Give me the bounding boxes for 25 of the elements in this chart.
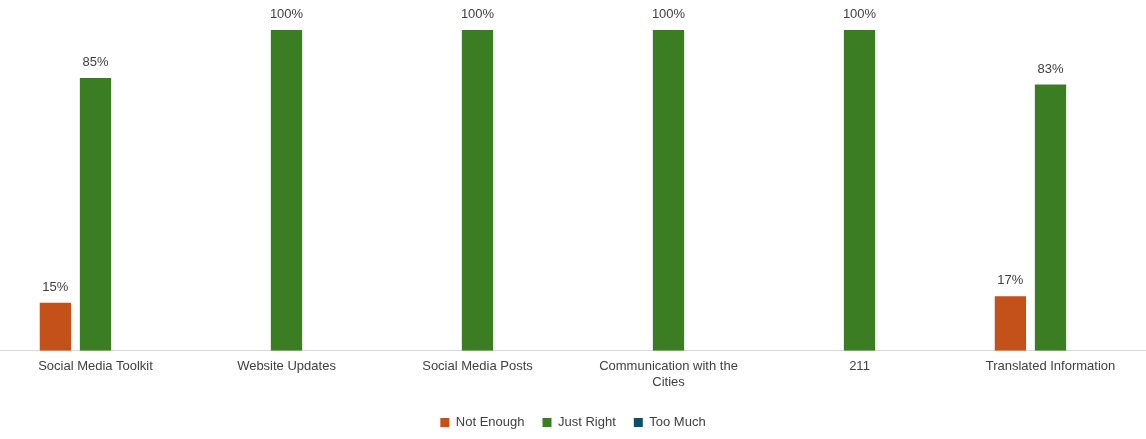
bar	[270, 30, 303, 351]
data-label: 15%	[42, 278, 69, 294]
data-label: 100%	[269, 6, 304, 22]
bar	[843, 30, 876, 351]
legend-label: Too Much	[649, 414, 706, 430]
bar	[994, 296, 1027, 351]
bar	[39, 302, 72, 351]
data-label: 85%	[82, 54, 109, 70]
x-tick-label: Translated Information	[985, 358, 1116, 374]
legend-label: Not Enough	[455, 414, 525, 430]
legend-label: Just Right	[558, 414, 617, 430]
x-tick-label: Communication with the Cities	[599, 358, 738, 389]
bar	[652, 30, 685, 351]
data-label: 100%	[460, 6, 495, 22]
bar	[461, 30, 494, 351]
data-label: 100%	[842, 6, 877, 22]
bar	[1034, 84, 1067, 351]
data-label: 83%	[1037, 60, 1064, 76]
data-label: 100%	[651, 6, 686, 22]
x-tick-label: Social Media Posts	[422, 358, 534, 374]
x-tick-label: Social Media Toolkit	[38, 358, 154, 374]
x-tick-label: Website Updates	[237, 358, 337, 374]
bar	[79, 78, 112, 351]
x-tick-label: 211	[849, 358, 870, 374]
data-label: 17%	[997, 272, 1024, 288]
